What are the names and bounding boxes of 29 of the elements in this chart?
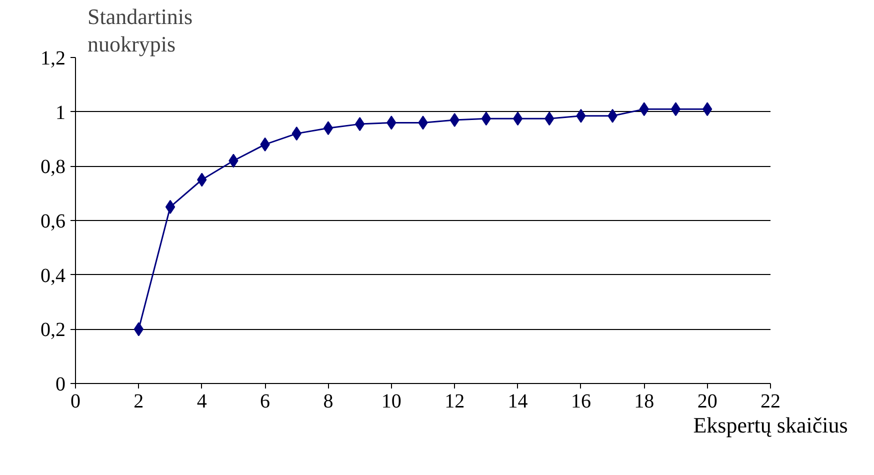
x-tick-label: 8 bbox=[323, 390, 334, 412]
x-tick-label: 16 bbox=[570, 390, 591, 412]
x-tick-label: 6 bbox=[260, 390, 270, 412]
point bbox=[481, 112, 492, 126]
y-tick-label: 0 bbox=[56, 374, 66, 396]
x-tick-label: 12 bbox=[444, 390, 465, 412]
y-tick-label: 1 bbox=[56, 102, 66, 124]
x-tick-label: 4 bbox=[196, 390, 207, 412]
y-tick-label: 1,2 bbox=[40, 48, 66, 70]
y-tick-label: 0,4 bbox=[40, 264, 66, 287]
point bbox=[134, 322, 144, 336]
point bbox=[165, 200, 176, 214]
point bbox=[512, 112, 523, 126]
x-tick-label: 22 bbox=[760, 390, 780, 412]
point bbox=[354, 117, 365, 132]
x-axis-title: Ekspertų skaičius bbox=[693, 412, 848, 438]
point bbox=[670, 102, 681, 116]
x-tick-label: 18 bbox=[634, 390, 654, 412]
point bbox=[323, 121, 334, 136]
x-tick-label: 10 bbox=[381, 390, 402, 412]
y-tick-label: 0,2 bbox=[40, 319, 66, 342]
x-tick-label: 0 bbox=[70, 390, 80, 412]
x-tick-label: 14 bbox=[508, 390, 528, 412]
y-tick-label: 0,6 bbox=[40, 210, 66, 232]
y-tick-label: 0,8 bbox=[40, 156, 66, 178]
x-tick-label: 2 bbox=[134, 390, 144, 412]
x-tick-label: 20 bbox=[697, 390, 718, 412]
point bbox=[702, 102, 712, 116]
y-axis-title: Standartinis nuokrypis bbox=[88, 4, 193, 56]
